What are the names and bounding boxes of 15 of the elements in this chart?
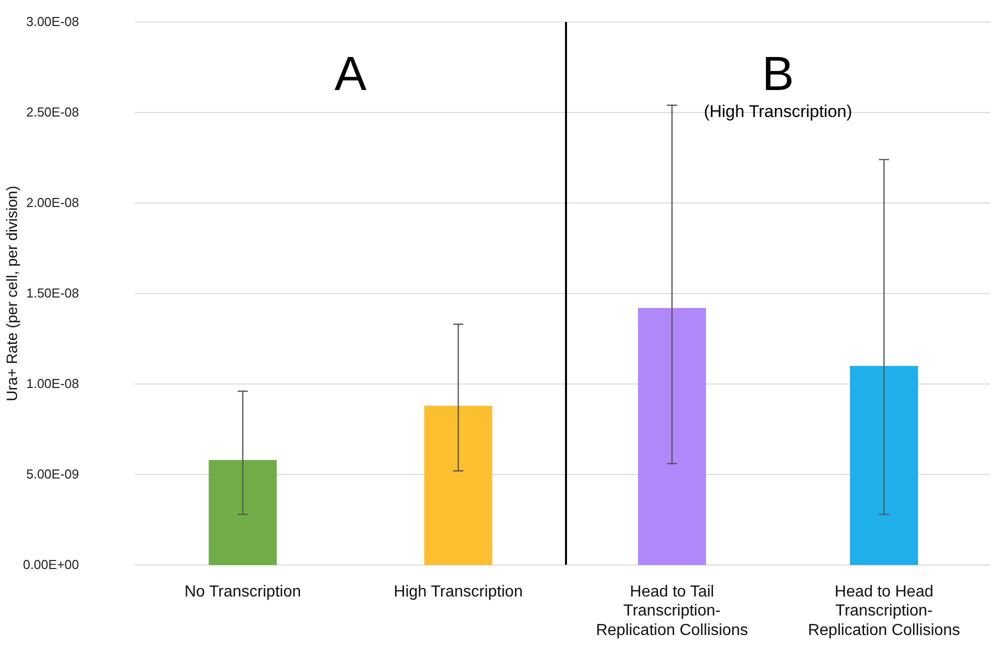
x-tick-label: No Transcription [184,583,301,600]
x-tick-label: Head to Head Transcription-Replication Collisions [808,583,960,639]
annotation: (High Transcription) [704,102,852,121]
x-tick-label: Head to Tail Transcription-Replication Collisions [596,583,748,639]
y-tick-label: 0.00E+00 [22,557,79,572]
y-axis-title: Ura+ Rate (per cell, per division) [4,186,21,402]
y-tick-label: 2.00E-08 [26,195,79,210]
x-tick-label: High Transcription [394,583,523,600]
y-tick-label: 1.50E-08 [26,286,79,301]
y-tick-label: 5.00E-09 [26,466,79,482]
annotation: B [762,48,794,101]
y-tick-label: 3.00E-08 [26,14,79,30]
y-tick-label: 2.50E-08 [26,104,79,120]
annotation: A [334,48,367,101]
y-tick-label: 1.00E-08 [26,376,79,392]
